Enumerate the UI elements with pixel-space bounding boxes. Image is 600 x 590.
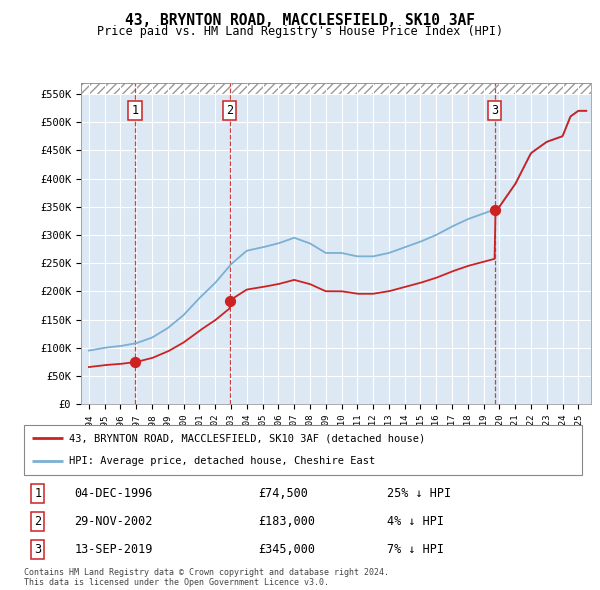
Text: HPI: Average price, detached house, Cheshire East: HPI: Average price, detached house, Ches… [68,457,375,467]
Text: 3: 3 [491,104,498,117]
Text: 04-DEC-1996: 04-DEC-1996 [74,487,152,500]
Text: £74,500: £74,500 [259,487,308,500]
Point [490,205,499,214]
Text: 1: 1 [34,487,41,500]
Text: 3: 3 [34,543,41,556]
Text: 43, BRYNTON ROAD, MACCLESFIELD, SK10 3AF (detached house): 43, BRYNTON ROAD, MACCLESFIELD, SK10 3AF… [68,433,425,443]
Text: 4% ↓ HPI: 4% ↓ HPI [387,515,444,528]
Text: This data is licensed under the Open Government Licence v3.0.: This data is licensed under the Open Gov… [24,578,329,587]
Text: Price paid vs. HM Land Registry's House Price Index (HPI): Price paid vs. HM Land Registry's House … [97,25,503,38]
Text: 29-NOV-2002: 29-NOV-2002 [74,515,152,528]
Text: £345,000: £345,000 [259,543,316,556]
Text: Contains HM Land Registry data © Crown copyright and database right 2024.: Contains HM Land Registry data © Crown c… [24,568,389,576]
Text: 1: 1 [131,104,139,117]
Point [225,296,235,306]
Text: 25% ↓ HPI: 25% ↓ HPI [387,487,451,500]
Bar [81,83,591,94]
Text: 7% ↓ HPI: 7% ↓ HPI [387,543,444,556]
Text: 2: 2 [226,104,233,117]
Text: £183,000: £183,000 [259,515,316,528]
FancyBboxPatch shape [24,425,582,475]
Text: 13-SEP-2019: 13-SEP-2019 [74,543,152,556]
Text: 43, BRYNTON ROAD, MACCLESFIELD, SK10 3AF: 43, BRYNTON ROAD, MACCLESFIELD, SK10 3AF [125,13,475,28]
Text: 2: 2 [34,515,41,528]
Point [130,358,140,367]
